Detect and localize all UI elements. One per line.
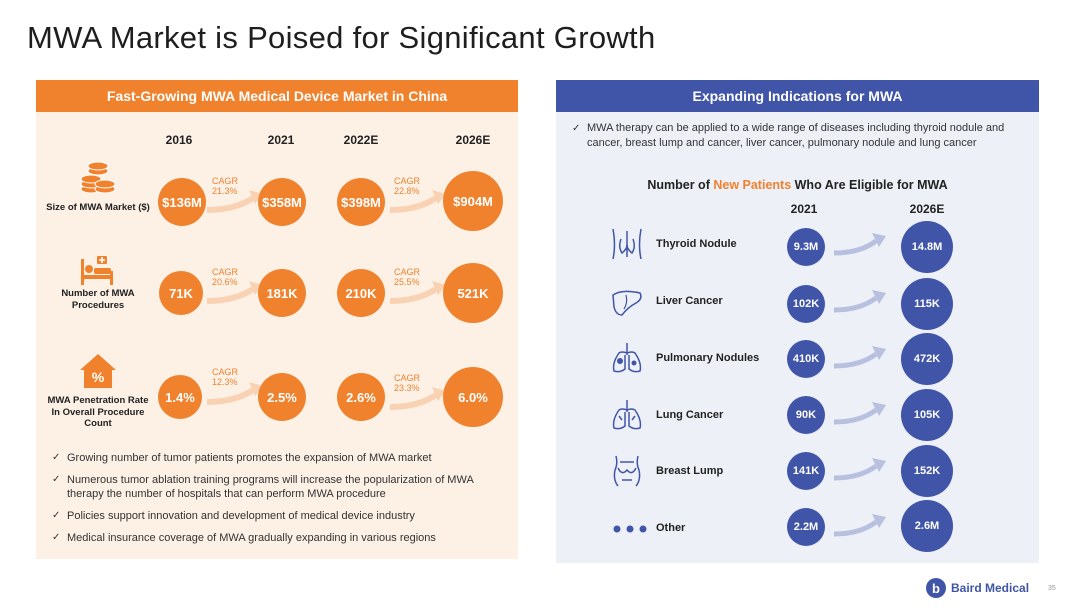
growth-arrow-icon [833,458,886,481]
value-circle: $358M [258,178,306,226]
cagr-label: CAGR 23.3% [394,373,421,393]
value-circle: 410K [787,340,825,378]
indication-label: Liver Cancer [656,295,723,307]
value-circle: 152K [901,445,953,497]
growth-arrow-icon [206,190,263,213]
indication-label: Breast Lump [656,465,724,477]
growth-arrow-icon [206,382,263,405]
growth-arrow-icon [206,281,263,304]
value-circle: 2.2M [787,508,825,546]
indication-label: Thyroid Nodule [656,238,737,250]
lungs-outline-icon [612,400,642,430]
cagr-label: CAGR 25.5% [394,267,421,287]
column-header-2021: 2021 [267,133,295,147]
value-circle: 2.6% [337,373,385,421]
column-header-2016: 2016 [165,133,193,147]
growth-arrow-icon [833,233,886,256]
cagr-label: CAGR 21.3% [212,176,239,196]
subtitle-text: Who Are Eligible for MWA [791,178,948,192]
growth-arrow-icon [833,514,886,537]
bullet-item: Growing number of tumor patients promote… [52,451,512,465]
row-label-market-size: Size of MWA Market ($) [46,202,150,213]
value-circle: 90K [787,396,825,434]
cagr-label: CAGR 12.3% [212,367,239,387]
page-number: 35 [1048,585,1056,592]
coins-icon [80,161,116,194]
column-header-2022e: 2022E [343,133,379,147]
percent-house-icon: % [80,354,116,388]
page-title: MWA Market is Poised for Significant Gro… [27,20,656,55]
left-panel-header: Fast-Growing MWA Medical Device Market i… [36,80,518,112]
value-circle: 102K [787,285,825,323]
value-circle: 141K [787,452,825,490]
value-circle: 210K [337,269,385,317]
dots-icon [613,525,647,533]
logo-text: Baird Medical [951,581,1030,595]
svg-text:%: % [92,369,105,385]
cagr-label: CAGR 22.8% [394,176,421,196]
growth-arrow-icon [389,281,446,304]
value-circle: $904M [443,171,503,231]
subtitle-highlight: New Patients [713,178,792,192]
cagr-label: CAGR 20.6% [212,267,239,287]
liver-icon [612,290,642,316]
column-header-2026e: 2026E [909,202,945,216]
growth-arrow-icon [833,290,886,313]
growth-arrow-icon [833,346,886,369]
hospital-bed-icon [81,256,113,285]
subtitle-text: Number of [647,178,714,192]
indication-label: Other [656,522,686,534]
left-bullet-list: Growing number of tumor patients promote… [52,451,512,553]
value-circle: $136M [158,178,206,226]
value-circle: 2.6M [901,500,953,552]
value-circle: 472K [901,333,953,385]
value-circle: 1.4% [158,375,202,419]
bullet-item: Numerous tumor ablation training program… [52,473,512,501]
column-header-2026e: 2026E [455,133,491,147]
right-panel-header: Expanding Indications for MWA [556,80,1039,112]
indication-label: Pulmonary Nodules [656,352,760,364]
row-label-penetration: MWA Penetration Rate In Overall Procedur… [47,395,149,429]
value-circle: 14.8M [901,221,953,273]
thyroid-icon [612,228,642,260]
breast-icon [613,455,641,487]
growth-arrow-icon [389,190,446,213]
value-circle: 115K [901,278,953,330]
value-circle: 6.0% [443,367,503,427]
growth-arrow-icon [833,402,886,425]
column-header-2021: 2021 [790,202,818,216]
value-circle: 71K [159,271,203,315]
logo-icon: b [926,578,946,598]
right-bullet: MWA therapy can be applied to a wide ran… [572,121,1022,151]
bullet-item: Policies support innovation and developm… [52,509,512,523]
value-circle: $398M [337,178,385,226]
value-circle: 9.3M [787,228,825,266]
value-circle: 181K [258,269,306,317]
value-circle: 521K [443,263,503,323]
patients-subtitle: Number of New Patients Who Are Eligible … [556,178,1039,192]
indication-label: Lung Cancer [656,409,724,421]
value-circle: 2.5% [258,373,306,421]
baird-medical-logo: b Baird Medical [926,578,1029,598]
lungs-icon [612,343,642,373]
growth-arrow-icon [389,387,446,410]
bullet-item: Medical insurance coverage of MWA gradua… [52,531,512,545]
value-circle: 105K [901,389,953,441]
row-label-procedures: Number of MWA Procedures [61,288,135,311]
